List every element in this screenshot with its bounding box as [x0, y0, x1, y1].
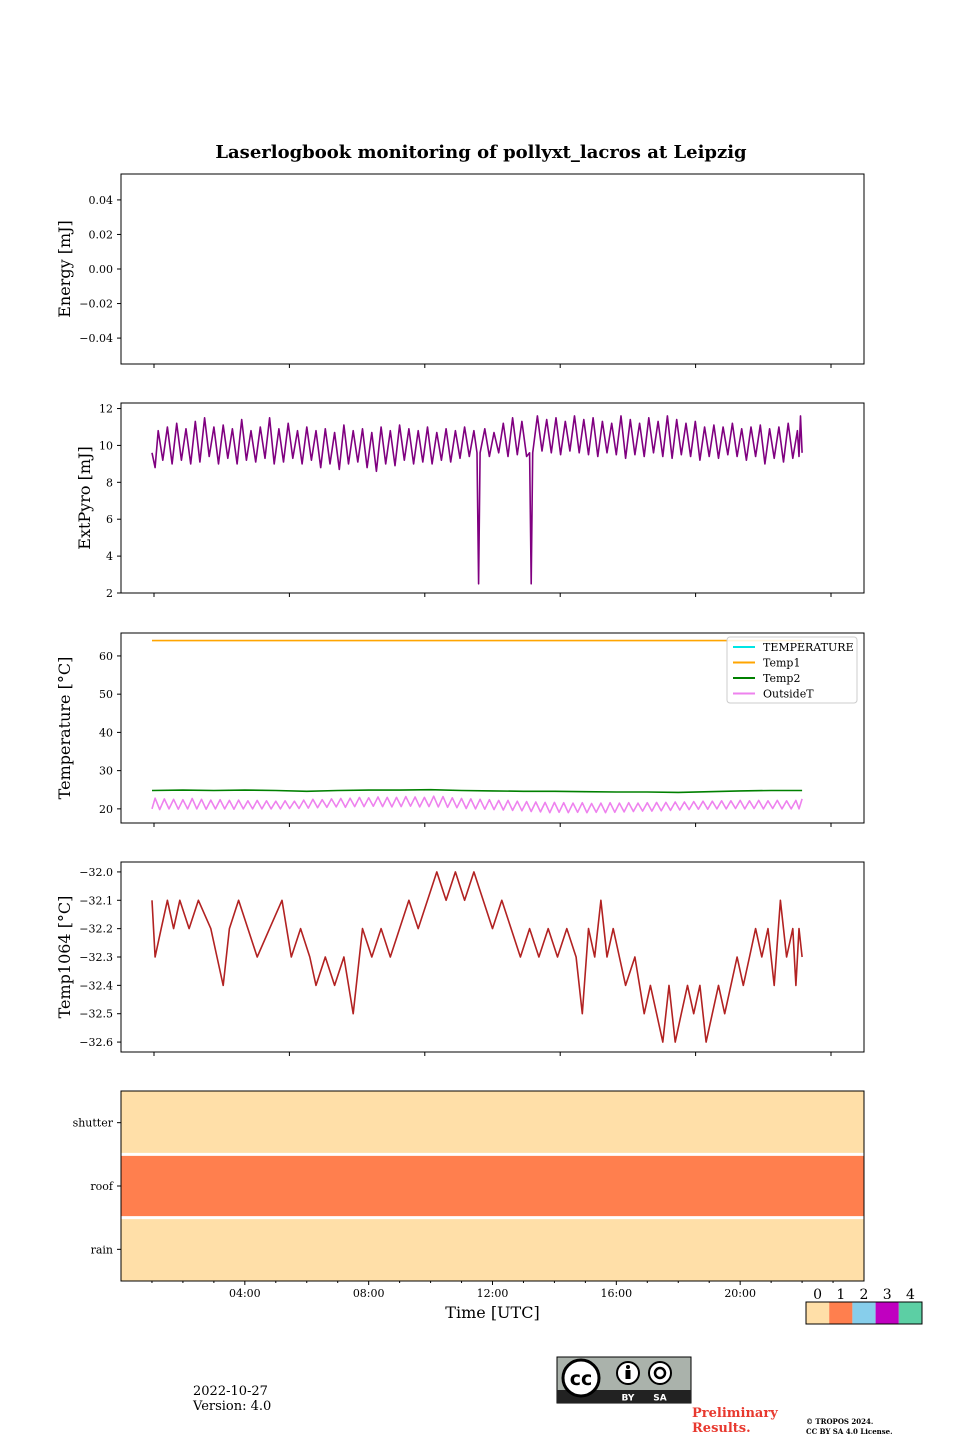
y-tick-label: 12 [99, 403, 113, 416]
y-tick-label: −0.02 [79, 298, 113, 311]
y-tick-label: 60 [99, 650, 113, 663]
series-line-temperature-2 [151, 795, 803, 814]
colorbar-swatch-2 [852, 1302, 876, 1324]
badge-by-label: BY [622, 1394, 635, 1404]
y-tick-label: 10 [99, 439, 113, 452]
x-axis-label: Time [UTC] [445, 1303, 539, 1322]
by-icon-body [625, 1370, 631, 1379]
colorbar-label-3: 3 [883, 1287, 892, 1303]
row-label-rain: rain [91, 1243, 113, 1256]
colorbar-label-4: 4 [906, 1287, 915, 1303]
y-tick-label: 0.04 [89, 194, 114, 207]
panel-status: shutter roof rain 04:00 08:00 12:00 16:00 20:00… [73, 1090, 865, 1322]
series-line-extpyro-0 [151, 415, 803, 585]
y-tick-label: 0.02 [89, 228, 114, 241]
y-tick-label: −32.1 [79, 894, 113, 907]
y-axis-label: Temperature [°C] [55, 657, 74, 800]
copyright-note: © TROPOS 2024. CC BY SA 4.0 License. [806, 1417, 893, 1437]
series-line-temperature-1 [151, 788, 803, 794]
sa-icon-arc [653, 1366, 667, 1380]
copyright-line-2: CC BY SA 4.0 License. [806, 1427, 893, 1436]
footer-date: 2022-10-27 [193, 1384, 268, 1399]
y-tick-label: −32.5 [79, 1008, 113, 1021]
colorbar-swatch-0 [806, 1302, 830, 1324]
footer-info: 2022-10-27 Version: 4.0 [193, 1384, 271, 1414]
colorbar-frame [805, 1301, 923, 1325]
colorbar-swatch-4 [898, 1302, 922, 1324]
y-tick-label: 50 [99, 688, 113, 701]
y-tick-label: 8 [106, 476, 113, 489]
plot-frame [120, 632, 865, 824]
panel-energy: −0.04 −0.02 0.00 0.02 0.04 Energy [mJ] [55, 173, 865, 368]
y-tick-label: −32.0 [79, 866, 113, 879]
x-tick-label: 08:00 [353, 1287, 385, 1300]
y-tick-label: 4 [106, 550, 113, 563]
y-tick-label: 40 [99, 726, 113, 739]
cc-by-sa-badge: cc BY SA [556, 1356, 692, 1404]
panel-temperature: 20 30 40 50 60 Temperature [°C] TEMPERATURE Tem… [55, 632, 865, 827]
by-icon-head [626, 1365, 630, 1369]
legend-box [726, 636, 858, 704]
y-tick-label: 30 [99, 765, 113, 778]
plot-frame [120, 173, 865, 365]
plot-frame [120, 861, 865, 1053]
x-tick-label: 16:00 [600, 1287, 632, 1300]
x-tick-label: 20:00 [724, 1287, 756, 1300]
preliminary-line-1: Preliminary [692, 1406, 778, 1421]
y-tick-label: 2 [106, 587, 113, 600]
preliminary-line-2: Results. [692, 1421, 751, 1436]
cc-icon-label: cc [570, 1368, 593, 1390]
plot-frame [120, 1090, 865, 1282]
x-tick-label: 12:00 [477, 1287, 509, 1300]
y-axis-label: ExtPyro [mJ] [75, 446, 94, 549]
row-label-shutter: shutter [73, 1117, 114, 1130]
legend-label-temp2: Temp2 [763, 672, 800, 685]
copyright-line-1: © TROPOS 2024. [806, 1417, 874, 1426]
colorbar-label-0: 0 [813, 1287, 822, 1303]
series-line-temp1064-0 [151, 871, 803, 1043]
cc-icon [561, 1358, 601, 1398]
panel-temp1064: −32.6 −32.5 −32.4 −32.3 −32.2 −32.1 −32.0 Temp1… [55, 861, 865, 1056]
colorbar-swatch-3 [875, 1302, 899, 1324]
row-label-roof: roof [90, 1180, 114, 1193]
y-tick-label: 6 [106, 513, 113, 526]
status-row-shutter [121, 1091, 864, 1155]
y-tick-label: 0.00 [89, 263, 114, 276]
panels-layer: −0.04 −0.02 0.00 0.02 0.04 Energy [mJ] 2 4 6 8 10 1… [55, 173, 865, 1322]
y-tick-label: −0.04 [79, 332, 113, 345]
panel-extpyro: 2 4 6 8 10 12 ExtPyro [mJ] [75, 402, 865, 600]
y-axis-label: Temp1064 [°C] [55, 896, 74, 1019]
legend-label-temp1: Temp1 [763, 657, 800, 670]
y-tick-label: −32.3 [79, 951, 113, 964]
x-tick-label: 04:00 [229, 1287, 261, 1300]
footer-version: Version: 4.0 [193, 1399, 272, 1414]
legend-label-outsidet: OutsideT [763, 688, 814, 701]
legend-label-temperature: TEMPERATURE [763, 641, 854, 654]
y-tick-label: −32.2 [79, 923, 113, 936]
status-row-roof [121, 1154, 864, 1218]
colorbar-label-2: 2 [860, 1287, 869, 1303]
y-tick-label: 20 [99, 803, 113, 816]
plot-frame [120, 402, 865, 594]
y-tick-label: −32.4 [79, 979, 113, 992]
figure-title: Laserlogbook monitoring of pollyxt_lacro… [215, 142, 747, 163]
colorbar-swatch-1 [829, 1302, 853, 1324]
badge-sa-label: SA [653, 1394, 666, 1404]
legend: TEMPERATURE Temp1 Temp2 OutsideT [726, 636, 858, 704]
y-tick-label: −32.6 [79, 1036, 113, 1049]
preliminary-note: Preliminary Results. [692, 1406, 778, 1436]
colorbar-label-1: 1 [836, 1287, 845, 1303]
status-row-rain [121, 1217, 864, 1281]
sa-icon [648, 1361, 672, 1385]
y-axis-label: Energy [mJ] [55, 220, 74, 318]
